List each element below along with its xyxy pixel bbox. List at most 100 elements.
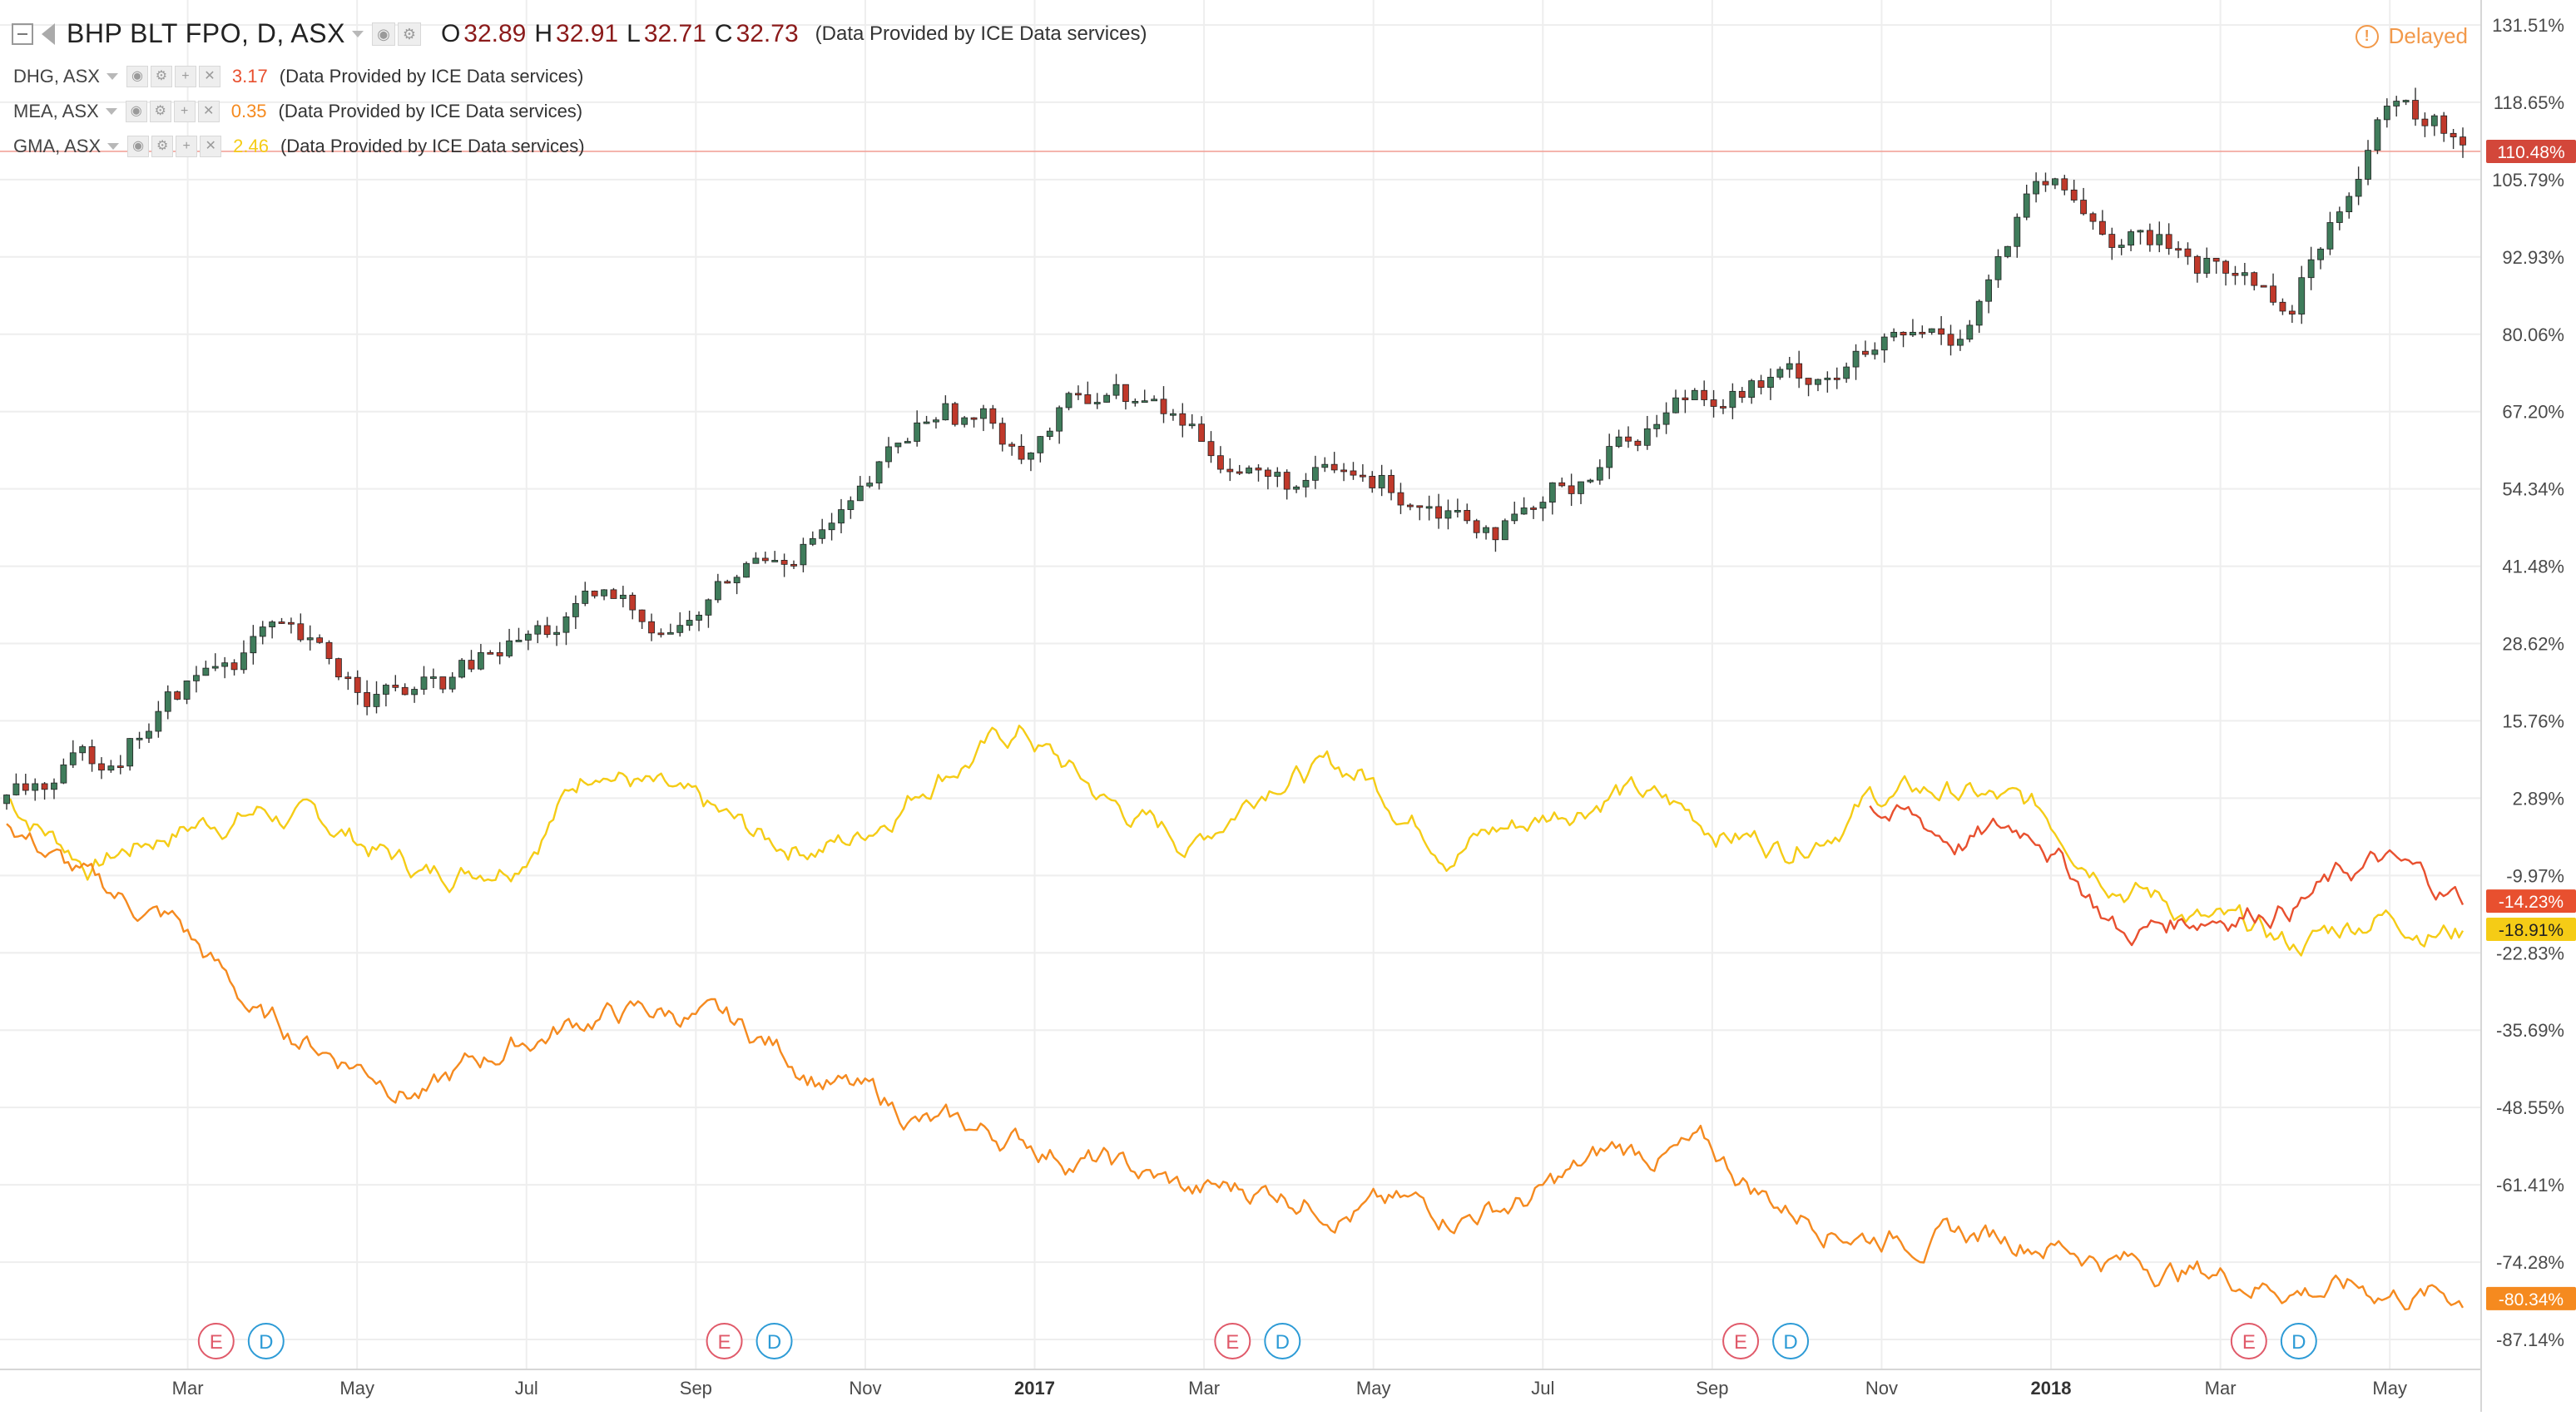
candle-body: [866, 483, 874, 487]
event-label: D: [259, 1331, 273, 1354]
dividend-event-marker[interactable]: D: [247, 1323, 285, 1359]
candle-body: [543, 625, 551, 636]
close-icon[interactable]: ✕: [198, 66, 220, 87]
close-icon[interactable]: ✕: [197, 101, 220, 122]
candle-body: [155, 710, 162, 732]
gear-icon[interactable]: ⚙: [149, 101, 171, 122]
close-value: 32.73: [736, 19, 799, 47]
eye-icon[interactable]: ◉: [127, 136, 150, 157]
price-axis-label: 92.93%: [2502, 247, 2564, 268]
close-icon[interactable]: ✕: [200, 136, 222, 157]
eye-icon[interactable]: ◉: [125, 101, 147, 122]
chevron-down-icon[interactable]: [351, 30, 364, 37]
candle-body: [1701, 389, 1708, 400]
candle-body: [12, 783, 20, 795]
price-tag-label: 110.48%: [2497, 143, 2564, 162]
time-axis-label: Jul: [515, 1378, 538, 1399]
add-icon[interactable]: +: [174, 66, 196, 87]
candle-body: [1786, 363, 1793, 370]
candle-body: [2184, 248, 2192, 257]
candle-body: [1862, 350, 1869, 355]
candle-body: [2326, 222, 2334, 250]
candle-body: [1843, 366, 1850, 379]
gear-icon[interactable]: ⚙: [151, 136, 174, 157]
price-axis-label: -87.14%: [2496, 1329, 2564, 1350]
candle-body: [69, 752, 77, 765]
candle-body: [1207, 441, 1215, 457]
candle-body: [1151, 399, 1158, 402]
event-circle[interactable]: [197, 1323, 235, 1359]
dividend-event-marker[interactable]: D: [1264, 1323, 1301, 1359]
event-circle[interactable]: [1722, 1323, 1760, 1359]
dividend-event-marker[interactable]: D: [1772, 1323, 1810, 1359]
earnings-event-marker[interactable]: E: [706, 1323, 743, 1359]
candle-body: [619, 594, 627, 599]
dividend-event-marker[interactable]: D: [2280, 1323, 2317, 1359]
candle-body: [2374, 119, 2381, 151]
event-circle[interactable]: [755, 1323, 793, 1359]
delayed-status[interactable]: ! Delayed: [2355, 23, 2468, 49]
event-circle[interactable]: [2280, 1323, 2317, 1359]
candle-body: [202, 667, 210, 676]
dividend-event-marker[interactable]: D: [755, 1323, 793, 1359]
gear-icon[interactable]: ⚙: [397, 22, 421, 46]
add-icon[interactable]: +: [176, 136, 198, 157]
comparison-symbol-label[interactable]: DHG, ASX: [13, 66, 100, 87]
add-icon[interactable]: +: [173, 101, 196, 122]
gear-icon[interactable]: ⚙: [150, 66, 172, 87]
comparison-symbol-label[interactable]: MEA, ASX: [13, 101, 99, 121]
eye-icon[interactable]: ◉: [371, 22, 395, 46]
flag-icon[interactable]: [42, 22, 55, 45]
event-circle[interactable]: [706, 1323, 743, 1359]
candle-body: [2421, 118, 2429, 126]
earnings-event-marker[interactable]: E: [197, 1323, 235, 1359]
time-axis-label: Sep: [1696, 1378, 1728, 1399]
event-circle[interactable]: [1264, 1323, 1301, 1359]
event-circle[interactable]: [1772, 1323, 1810, 1359]
low-key: L: [627, 19, 641, 47]
candle-body: [126, 738, 134, 767]
candle-body: [1065, 393, 1073, 408]
candle-body: [1530, 507, 1537, 510]
event-circle[interactable]: [2230, 1323, 2267, 1359]
chevron-down-icon[interactable]: [107, 143, 120, 150]
collapse-legend-button[interactable]: [12, 22, 33, 45]
eye-icon[interactable]: ◉: [126, 66, 148, 87]
chevron-down-icon[interactable]: [106, 73, 118, 80]
chevron-down-icon[interactable]: [105, 108, 117, 115]
candle-body: [487, 651, 494, 655]
time-axis-label: Sep: [680, 1378, 712, 1399]
candle-body: [2080, 200, 2087, 215]
candle-body: [998, 423, 1006, 445]
candle-body: [961, 417, 968, 425]
event-label: E: [210, 1331, 223, 1354]
event-circle[interactable]: [1214, 1323, 1251, 1359]
candle-body: [1653, 423, 1661, 429]
comparison-symbol-label[interactable]: GMA, ASX: [13, 136, 102, 156]
candle-body: [1141, 400, 1148, 404]
candle-body: [2089, 213, 2097, 222]
candle-body: [1311, 467, 1319, 481]
candle-body: [51, 782, 57, 790]
event-label: E: [1226, 1331, 1239, 1354]
earnings-event-marker[interactable]: E: [1722, 1323, 1760, 1359]
main-symbol-label[interactable]: BHP BLT FPO, D, ASX: [67, 18, 345, 48]
earnings-event-marker[interactable]: E: [2230, 1323, 2267, 1359]
price-axis-label: -35.69%: [2496, 1020, 2564, 1041]
candle-body: [733, 577, 741, 583]
event-circle[interactable]: [247, 1323, 285, 1359]
candle-body: [894, 443, 902, 448]
candle-body: [468, 660, 475, 670]
candle-body: [1464, 510, 1471, 522]
price-tag-bg: [2486, 139, 2576, 163]
earnings-event-marker[interactable]: E: [1214, 1323, 1251, 1359]
candle-body: [1198, 423, 1206, 443]
candle-body: [2232, 273, 2239, 276]
candle-body: [2051, 178, 2058, 186]
candle-body: [1340, 469, 1347, 473]
candle-body: [1578, 481, 1584, 494]
candle-body: [2298, 277, 2306, 314]
